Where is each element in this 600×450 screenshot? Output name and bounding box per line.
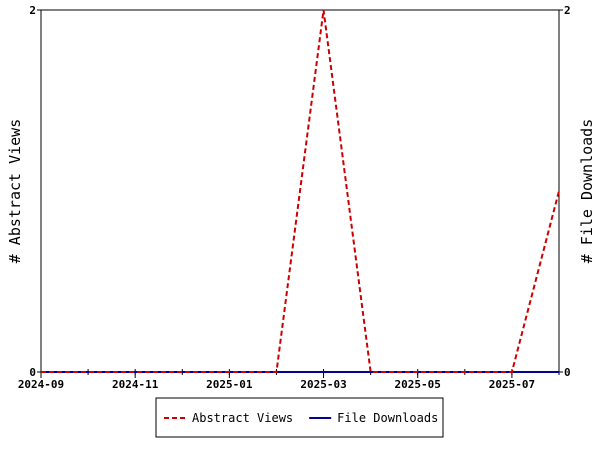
x-tick-label: 2025-05 bbox=[395, 378, 441, 391]
y2-tick-label: 0 bbox=[564, 366, 571, 379]
legend-box bbox=[155, 397, 444, 438]
x-tick-label: 2025-07 bbox=[489, 378, 535, 391]
x-tick-label: 2025-03 bbox=[300, 378, 346, 391]
x-tick-label: 2024-09 bbox=[18, 378, 64, 391]
legend-label: File Downloads bbox=[337, 411, 438, 425]
y2-axis-title: # File Downloads bbox=[578, 119, 596, 264]
legend-label: Abstract Views bbox=[192, 411, 293, 425]
data-line bbox=[41, 9, 560, 373]
y-axis-title: # Abstract Views bbox=[6, 119, 24, 264]
y-tick-label: 2 bbox=[29, 4, 36, 17]
x-tick-label: 2024-11 bbox=[112, 378, 159, 391]
y-tick-label: 0 bbox=[29, 366, 36, 379]
x-tick-label: 2025-01 bbox=[206, 378, 253, 391]
y2-tick-label: 2 bbox=[564, 4, 571, 17]
